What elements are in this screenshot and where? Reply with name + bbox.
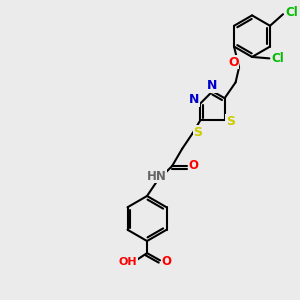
Text: S: S xyxy=(226,115,235,128)
Text: N: N xyxy=(189,93,199,106)
Text: N: N xyxy=(207,79,218,92)
Text: OH: OH xyxy=(119,257,137,267)
Text: S: S xyxy=(194,126,202,139)
Text: O: O xyxy=(161,255,171,268)
Text: O: O xyxy=(228,56,238,69)
Text: O: O xyxy=(188,160,199,172)
Text: HN: HN xyxy=(147,169,166,183)
Text: Cl: Cl xyxy=(285,6,298,19)
Text: Cl: Cl xyxy=(272,52,284,65)
